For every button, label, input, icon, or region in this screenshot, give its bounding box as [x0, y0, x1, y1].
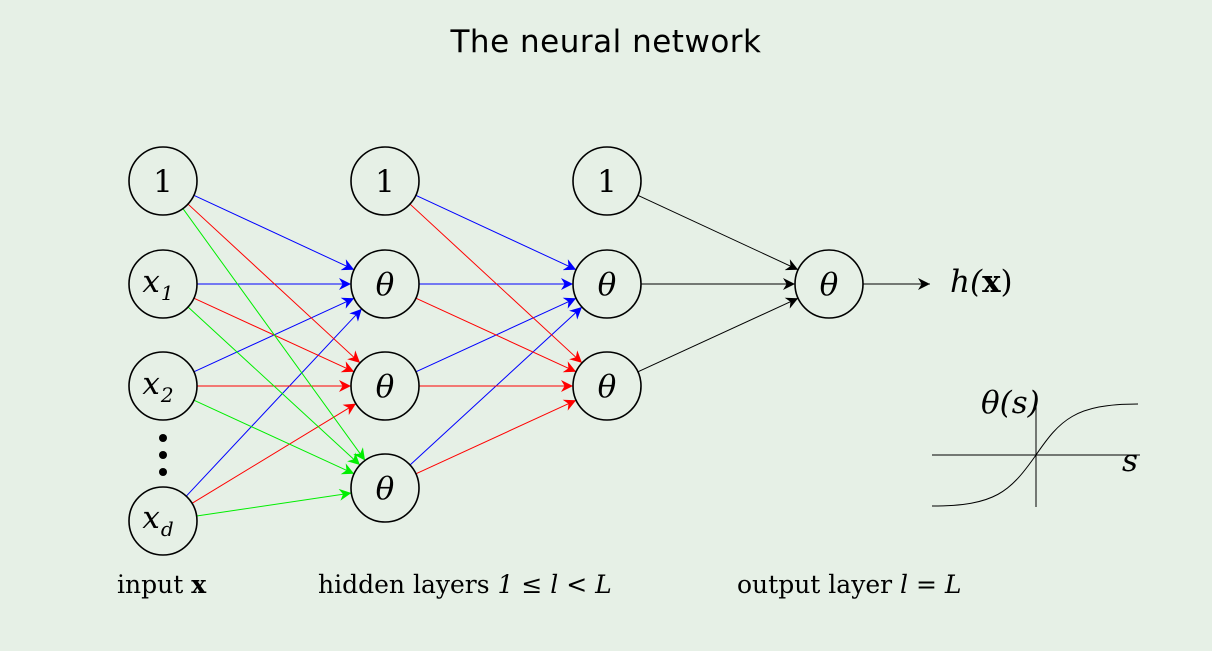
input-node-x2: x2 — [128, 351, 198, 421]
input-node-xd: xd — [128, 486, 198, 556]
edge-i2-h3 — [193, 399, 355, 475]
svg-text:θ: θ — [376, 471, 395, 507]
svg-text:x1: x1 — [142, 264, 173, 305]
edge-id-h1 — [185, 308, 363, 497]
output-layer-caption: output layer l = L — [737, 570, 961, 599]
svg-text:x2: x2 — [142, 366, 173, 407]
edge-i0-h1 — [193, 194, 355, 271]
svg-text:1: 1 — [375, 164, 395, 200]
svg-text:1: 1 — [153, 164, 173, 200]
svg-text:1: 1 — [597, 164, 617, 200]
svg-text:xd: xd — [142, 500, 173, 541]
hidden1-theta-node: θ — [350, 249, 420, 319]
hidden2-theta-node: θ — [572, 249, 642, 319]
edge-i0-h2 — [187, 203, 361, 364]
hidden1-theta-node: θ — [350, 453, 420, 523]
edge-id-h2 — [191, 403, 357, 504]
edge-group — [182, 194, 799, 517]
activation-curve — [931, 403, 1139, 507]
hidden1-bias-node: 1 — [350, 146, 420, 216]
input-bias-node: 1 — [128, 146, 198, 216]
svg-text:θ: θ — [820, 267, 839, 303]
edge-h0-k1 — [415, 194, 577, 271]
edge-id-h3 — [196, 488, 352, 517]
edge-h3-k2 — [415, 399, 577, 475]
hidden2-bias-node: 1 — [572, 146, 642, 216]
svg-text:θ: θ — [598, 267, 617, 303]
edge-k0-o — [637, 194, 799, 271]
svg-text:θ: θ — [598, 369, 617, 405]
activation-plot-xlabel: s — [1122, 443, 1138, 479]
edge-h1-k2 — [415, 297, 577, 373]
output-label: h(x) — [950, 264, 1013, 300]
hidden1-theta-node: θ — [350, 351, 420, 421]
edge-i0-h3 — [182, 208, 366, 461]
output-theta-node: θ — [794, 249, 864, 319]
input-ellipsis — [159, 434, 167, 476]
activation-plot-ylabel: θ(s) — [981, 385, 1040, 421]
edge-h0-k2 — [409, 203, 583, 364]
edge-k2-o — [637, 297, 799, 373]
slide-title: The neural network — [450, 24, 762, 60]
edge-i1-h3 — [187, 306, 361, 466]
hidden-layers-caption: hidden layers 1 ≤ l < L — [318, 570, 612, 599]
svg-text:θ: θ — [376, 369, 395, 405]
hidden2-theta-node: θ — [572, 351, 642, 421]
svg-text:θ: θ — [376, 267, 395, 303]
input-node-x1: x1 — [128, 249, 198, 319]
input-caption: input x — [117, 570, 207, 599]
activation-function-plot: θ(s) s — [931, 385, 1140, 507]
